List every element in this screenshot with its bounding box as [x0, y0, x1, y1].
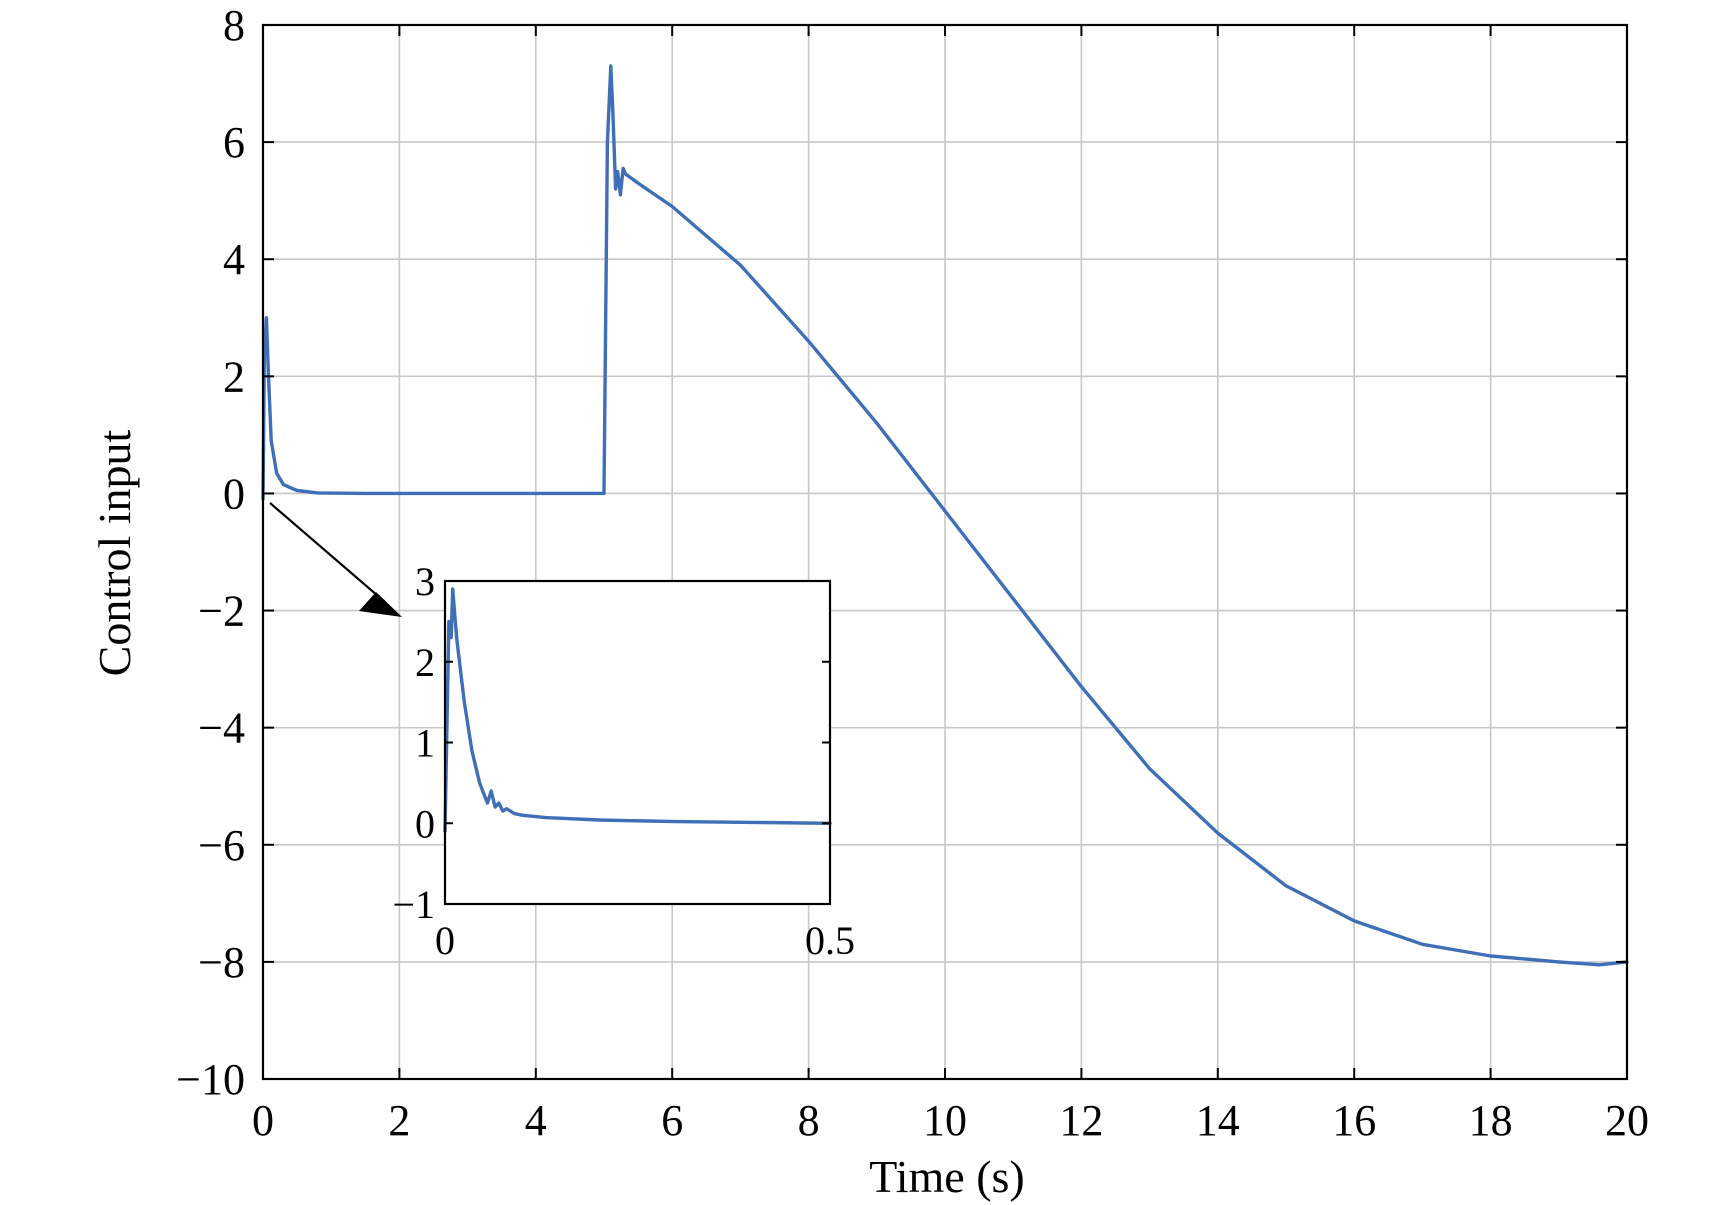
inset-y-tick-label: 3 — [415, 559, 435, 604]
y-tick-label: 6 — [223, 118, 245, 167]
inset-x-tick-labels: 0 0.5 — [435, 918, 855, 963]
y-tick-label: −4 — [198, 704, 245, 753]
y-tick-label: 8 — [223, 1, 245, 50]
y-tick-label: −8 — [198, 938, 245, 987]
inset-x-tick-label: 0 — [435, 918, 455, 963]
x-tick-label: 14 — [1196, 1096, 1240, 1145]
inset-series-line — [443, 587, 832, 833]
inset-x-tick-label: 0.5 — [805, 918, 855, 963]
x-tick-label: 0 — [252, 1096, 274, 1145]
main-plot-frame — [261, 23, 1629, 1081]
x-tick-label: 4 — [525, 1096, 547, 1145]
inset-background — [445, 581, 830, 904]
y-tick-label: 0 — [223, 469, 245, 518]
x-tick-label: 20 — [1605, 1096, 1649, 1145]
x-tick-label: 6 — [661, 1096, 683, 1145]
y-tick-label: −2 — [198, 587, 245, 636]
inset-y-tick-label: −1 — [392, 882, 435, 927]
x-axis-label: Time (s) — [869, 1151, 1025, 1202]
x-tick-label: 10 — [923, 1096, 967, 1145]
inset-y-tick-labels: 3 2 1 0 −1 — [392, 559, 435, 927]
inset-y-tick-label: 0 — [415, 801, 435, 846]
x-tick-label: 16 — [1332, 1096, 1376, 1145]
y-tick-label: −6 — [198, 821, 245, 870]
x-tick-label: 8 — [798, 1096, 820, 1145]
x-tick-label: 12 — [1059, 1096, 1103, 1145]
y-tick-label: −10 — [176, 1055, 245, 1104]
zoom-arrow — [269, 502, 402, 617]
y-axis-label: Control input — [89, 429, 140, 676]
main-grid — [263, 25, 1627, 1079]
x-tick-label: 18 — [1469, 1096, 1513, 1145]
main-series-line — [261, 64, 1629, 967]
x-tick-label: 2 — [388, 1096, 410, 1145]
inset-plot-frame — [443, 579, 832, 906]
inset-y-tick-label: 1 — [415, 721, 435, 766]
main-y-tick-labels: 8 6 4 2 0 −2 −4 −6 −8 −10 — [176, 1, 245, 1104]
y-tick-label: 4 — [223, 235, 245, 284]
y-tick-label: 2 — [223, 352, 245, 401]
inset-y-tick-label: 2 — [415, 640, 435, 685]
main-x-tick-labels: 0 2 4 6 8 10 12 14 16 18 20 — [252, 1096, 1649, 1145]
